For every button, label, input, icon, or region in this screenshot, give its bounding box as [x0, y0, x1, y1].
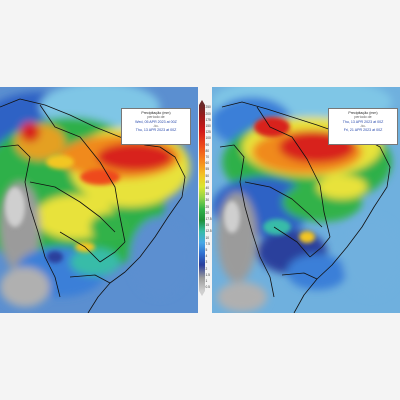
colorbar-tick-label: 55 — [205, 167, 210, 172]
colorbar-tick-label: 0.5 — [205, 285, 210, 290]
colorbar-tick-label: 30 — [205, 198, 210, 203]
colorbar-tick-label: 175 — [205, 117, 211, 122]
precipitation-colorbar: 250 200 175 150 125 100 90 80 70 60 55 50 45 40 35 30 25… — [198, 100, 212, 300]
colorbar-tick-label: 20 — [205, 210, 210, 215]
colorbar-tick-label: 60 — [205, 161, 210, 166]
colorbar-tick-label: 100 — [205, 136, 211, 141]
legend-separator: -to- — [153, 123, 159, 128]
legend-start-date: Wed, 05 APR 2023 at 00Z — [135, 119, 177, 124]
colorbar-tick-label: 5 — [205, 248, 208, 252]
legend-end-date: Thu, 13 APR 2023 at 00Z — [135, 128, 177, 133]
colorbar-tick-label: 200 — [205, 111, 211, 116]
legend-title: Precipitação (mm) — [141, 111, 171, 115]
colorbar-tick-label: 12.5 — [205, 229, 212, 234]
legend-box-left: Precipitação (mm) período de Wed, 05 APR… — [121, 108, 191, 145]
colorbar-tick-label: 80 — [205, 148, 210, 153]
colorbar-tick-label: 35 — [205, 192, 210, 197]
colorbar-tick-label: 10 — [205, 235, 210, 240]
legend-title: Precipitação (mm) — [348, 111, 378, 115]
colorbar-tick-label: 1.5 — [205, 272, 210, 277]
colorbar-tick-label: 1 — [205, 279, 208, 283]
colorbar-top-cap — [199, 100, 205, 105]
colorbar-ticks: 250 200 175 150 125 100 90 80 70 60 55 50 45 40 35 30 25… — [205, 105, 212, 291]
colorbar-bottom-cap — [199, 291, 205, 296]
map-panel-left: Precipitação (mm) período de Wed, 05 APR… — [0, 87, 198, 313]
legend-separator: -to- — [360, 123, 366, 128]
legend-period: período de — [147, 115, 165, 120]
colorbar-tick-label: 4 — [205, 254, 208, 259]
colorbar-tick-label: 17.5 — [205, 217, 212, 221]
colorbar-tick-label: 150 — [205, 124, 211, 128]
colorbar-tick-label: 15 — [205, 223, 210, 228]
colorbar-tick-label: 125 — [205, 130, 211, 135]
colorbar-gradient — [199, 105, 205, 291]
colorbar-tick-label: 3 — [205, 260, 208, 265]
colorbar-tick-label: 40 — [205, 186, 210, 190]
legend-box-right: Precipitação (mm) período de Thu, 13 APR… — [328, 108, 398, 145]
legend-start-date: Thu, 13 APR 2023 at 00Z — [342, 119, 384, 124]
map-panel-right: Precipitação (mm) período de Thu, 13 APR… — [212, 87, 400, 313]
colorbar-tick-label: 2 — [205, 266, 208, 271]
colorbar-tick-label: 250 — [205, 105, 211, 110]
colorbar-tick-label: 45 — [205, 179, 210, 184]
colorbar-tick-label: 50 — [205, 173, 210, 178]
legend-end-date: Fri, 21 APR 2023 at 00Z — [343, 128, 383, 133]
colorbar-tick-label: 70 — [205, 155, 210, 159]
colorbar-tick-label: 90 — [205, 142, 210, 147]
legend-period: período de — [354, 115, 372, 120]
colorbar-tick-label: 25 — [205, 204, 210, 209]
colorbar-tick-label: 7.5 — [205, 241, 210, 246]
